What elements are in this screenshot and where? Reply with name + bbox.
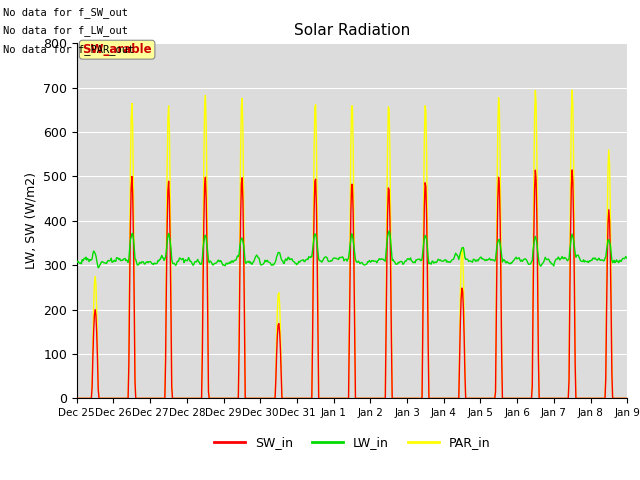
Legend: SW_in, LW_in, PAR_in: SW_in, LW_in, PAR_in <box>209 432 495 454</box>
Title: Solar Radiation: Solar Radiation <box>294 23 410 38</box>
Text: No data for f_LW_out: No data for f_LW_out <box>3 25 128 36</box>
Y-axis label: LW, SW (W/m2): LW, SW (W/m2) <box>24 172 38 269</box>
Text: No data for f_PAR_out: No data for f_PAR_out <box>3 44 134 55</box>
Text: No data for f_SW_out: No data for f_SW_out <box>3 7 128 18</box>
Text: SW_arable: SW_arable <box>83 43 152 56</box>
